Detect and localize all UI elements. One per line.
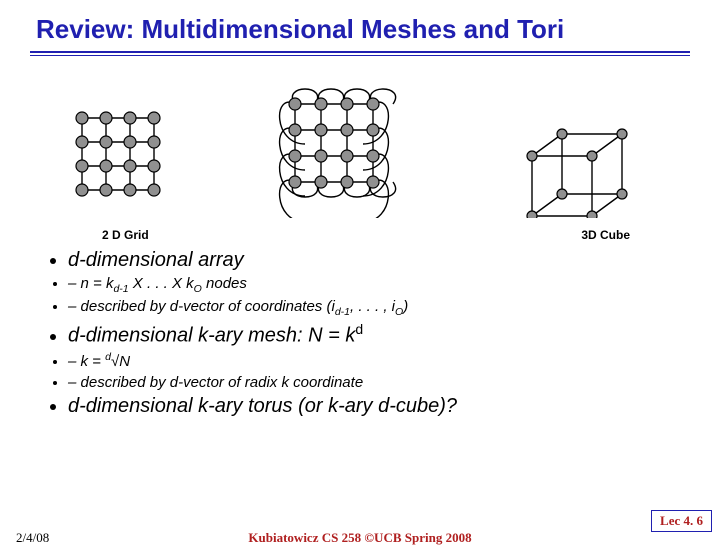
bullet-3: d-dimensional k-ary torus (or k-ary d-cu… xyxy=(68,394,680,419)
bullet-1: d-dimensional array xyxy=(68,248,680,273)
bullet-2-sub-1: k = d√N xyxy=(68,351,680,372)
page-title: Review: Multidimensional Meshes and Tori xyxy=(0,0,720,51)
label-2d-grid: 2 D Grid xyxy=(102,228,149,242)
content-block: d-dimensional array n = kd-1 X . . . X k… xyxy=(44,248,680,419)
footer-lecture: Lec 4. 6 xyxy=(651,510,712,532)
title-underline xyxy=(30,51,690,56)
bullet-2-sub-2: described by d-vector of radix k coordin… xyxy=(68,374,680,393)
bullet-1-sub-2: described by d-vector of coordinates (id… xyxy=(68,298,680,319)
label-3d-cube: 3D Cube xyxy=(581,228,630,242)
bullet-2: d-dimensional k-ary mesh: N = kd xyxy=(68,321,680,349)
figure-3d-cube xyxy=(518,108,648,218)
figure-2d-grid xyxy=(72,108,182,218)
footer-center: Kubiatowicz CS 258 ©UCB Spring 2008 xyxy=(0,530,720,546)
figure-torus xyxy=(265,78,435,218)
figures-row xyxy=(30,68,690,218)
bullet-1-sub-1: n = kd-1 X . . . X kO nodes xyxy=(68,275,680,296)
